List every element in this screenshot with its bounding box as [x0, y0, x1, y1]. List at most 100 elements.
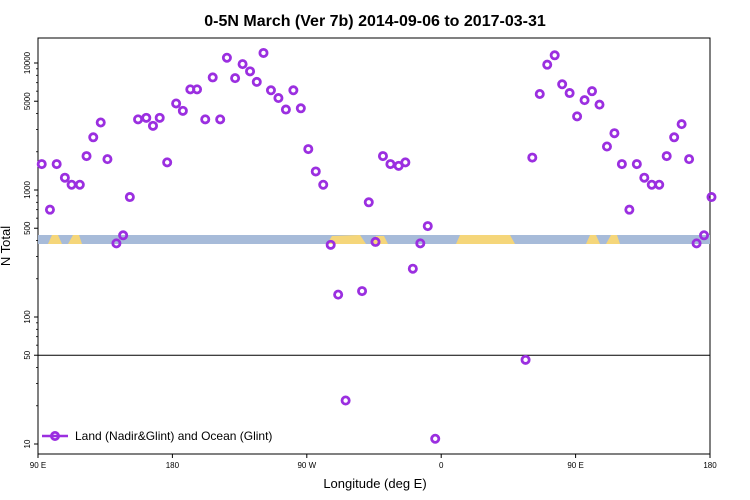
- data-point: [363, 197, 374, 208]
- data-point: [572, 111, 583, 122]
- y-tick-label: 10000: [23, 51, 32, 74]
- land-patch: [586, 235, 600, 244]
- data-point: [422, 221, 433, 232]
- y-tick-label: 10: [23, 439, 32, 448]
- data-point: [534, 89, 545, 100]
- land-patch: [327, 235, 366, 244]
- data-point: [245, 66, 256, 77]
- data-point: [51, 159, 62, 170]
- data-point: [88, 132, 99, 143]
- data-point: [81, 151, 92, 162]
- y-tick-label: 1000: [23, 181, 32, 199]
- data-point: [44, 204, 55, 215]
- data-point: [59, 172, 70, 183]
- data-point: [66, 179, 77, 190]
- data-point: [609, 128, 620, 139]
- data-point: [192, 84, 203, 95]
- data-point: [36, 159, 47, 170]
- data-point: [587, 86, 598, 97]
- data-point: [215, 114, 226, 125]
- data-point: [154, 112, 165, 123]
- data-point: [141, 112, 152, 123]
- data-point: [430, 433, 441, 444]
- y-tick-label: 50: [23, 350, 32, 359]
- data-point: [407, 263, 418, 274]
- data-point: [601, 141, 612, 152]
- y-tick-label: 500: [23, 221, 32, 235]
- data-point: [370, 236, 381, 247]
- data-point: [74, 179, 85, 190]
- data-point: [200, 114, 211, 125]
- data-point: [385, 159, 396, 170]
- data-point: [111, 238, 122, 249]
- data-point: [318, 179, 329, 190]
- data-point: [325, 239, 336, 250]
- chart-title: 0-5N March (Ver 7b) 2014-09-06 to 2017-0…: [204, 13, 546, 30]
- data-point: [661, 151, 672, 162]
- data-point: [557, 79, 568, 90]
- land-patch: [606, 235, 620, 244]
- data-point: [706, 192, 717, 203]
- data-point: [520, 354, 531, 365]
- land-patch: [68, 235, 82, 244]
- data-point: [669, 132, 680, 143]
- data-point: [230, 73, 241, 84]
- x-tick-label: 0: [439, 461, 444, 470]
- data-point: [654, 179, 665, 190]
- data-point: [527, 152, 538, 163]
- data-point: [310, 166, 321, 177]
- data-point: [699, 230, 710, 241]
- data-point: [124, 192, 135, 203]
- data-point: [280, 104, 291, 115]
- x-tick-label: 90 E: [567, 461, 583, 470]
- data-point: [133, 114, 144, 125]
- data-point: [303, 144, 314, 155]
- x-axis: 90 E 180 90 W 0 90 E 180: [30, 454, 717, 470]
- data-point: [237, 59, 248, 70]
- data-point: [288, 85, 299, 96]
- data-point: [171, 98, 182, 109]
- data-point: [691, 238, 702, 249]
- data-point: [357, 286, 368, 297]
- data-point: [594, 99, 605, 110]
- data-point: [639, 172, 650, 183]
- y-axis: 10 50 100 500 1000 5000 10000: [23, 51, 38, 448]
- data-point: [624, 204, 635, 215]
- data-point: [251, 76, 262, 87]
- data-point: [273, 93, 284, 104]
- legend: Land (Nadir&Glint) and Ocean (Glint): [42, 429, 272, 443]
- legend-label: Land (Nadir&Glint) and Ocean (Glint): [75, 429, 272, 443]
- legend-marker: [50, 430, 61, 441]
- y-axis-label: N Total: [0, 226, 13, 266]
- data-point: [676, 119, 687, 130]
- data-point: [177, 105, 188, 116]
- data-point: [102, 154, 113, 165]
- data-point: [162, 157, 173, 168]
- data-point: [377, 151, 388, 162]
- plot-area-border: [37, 37, 711, 455]
- data-point: [258, 47, 269, 58]
- x-axis-label: Longitude (deg E): [323, 476, 426, 491]
- data-point: [340, 395, 351, 406]
- y-tick-label: 5000: [23, 92, 32, 110]
- x-tick-label: 90 E: [30, 461, 46, 470]
- x-tick-label: 180: [166, 461, 180, 470]
- land-patch: [456, 235, 515, 244]
- data-point: [616, 159, 627, 170]
- data-point: [118, 230, 129, 241]
- data-point: [221, 52, 232, 63]
- y-tick-label: 100: [23, 310, 32, 324]
- x-tick-label: 180: [703, 461, 717, 470]
- data-point: [265, 85, 276, 96]
- data-point: [564, 88, 575, 99]
- data-point: [549, 50, 560, 61]
- data-point: [542, 59, 553, 70]
- data-point: [333, 289, 344, 300]
- land-patch: [48, 235, 62, 244]
- data-point: [415, 238, 426, 249]
- data-point: [579, 95, 590, 106]
- data-point: [207, 72, 218, 83]
- x-tick-label: 90 W: [297, 461, 316, 470]
- data-point: [400, 157, 411, 168]
